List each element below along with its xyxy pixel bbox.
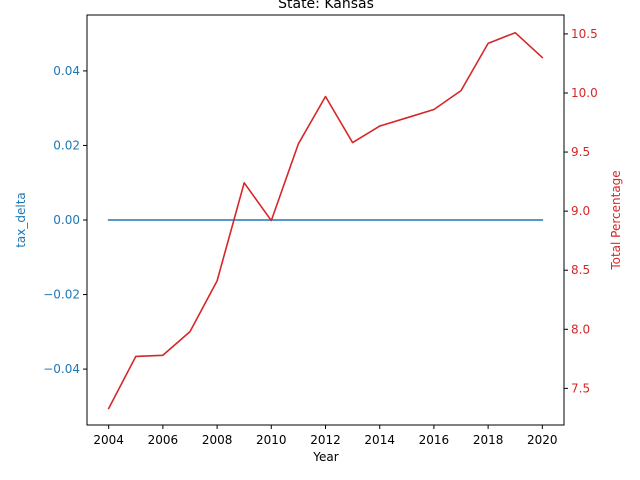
x-tick-label: 2004 (93, 433, 124, 447)
x-tick-label: 2012 (310, 433, 341, 447)
x-tick-label: 2020 (527, 433, 558, 447)
right-y-tick-label: 9.5 (571, 145, 590, 159)
left-y-axis: −0.04 −0.02 0.00 0.02 0.04 (43, 64, 87, 376)
total-percentage-line (107, 31, 544, 410)
right-y-tick-label: 10.0 (571, 86, 598, 100)
left-y-tick-label: 0.02 (53, 138, 80, 152)
right-y-tick-label: 8.5 (571, 263, 590, 277)
x-tick-label: 2018 (473, 433, 504, 447)
right-y-tick-label: 7.5 (571, 381, 590, 395)
left-y-tick-label: 0.00 (53, 213, 80, 227)
left-y-axis-title: tax_delta (14, 192, 28, 248)
right-y-axis-title: Total Percentage (609, 170, 623, 270)
x-tick-label: 2008 (202, 433, 233, 447)
right-y-tick-label: 10.5 (571, 27, 598, 41)
left-y-tick-label: −0.02 (43, 288, 80, 302)
left-y-tick-label: 0.04 (53, 64, 80, 78)
chart-title: State: Kansas (278, 0, 374, 12)
x-tick-label: 2010 (256, 433, 287, 447)
x-axis-title: Year (312, 450, 338, 464)
series-layer (107, 31, 544, 410)
right-y-axis: 7.5 8.0 8.5 9.0 9.5 10.0 10.5 (564, 27, 598, 395)
right-y-tick-label: 8.0 (571, 322, 590, 336)
left-y-tick-label: −0.04 (43, 362, 80, 376)
right-y-tick-label: 9.0 (571, 204, 590, 218)
x-tick-label: 2016 (419, 433, 450, 447)
x-tick-label: 2014 (364, 433, 395, 447)
x-axis: 2004 2006 2008 2010 2012 2014 2016 2018 2020 (93, 425, 558, 447)
x-tick-label: 2006 (148, 433, 179, 447)
